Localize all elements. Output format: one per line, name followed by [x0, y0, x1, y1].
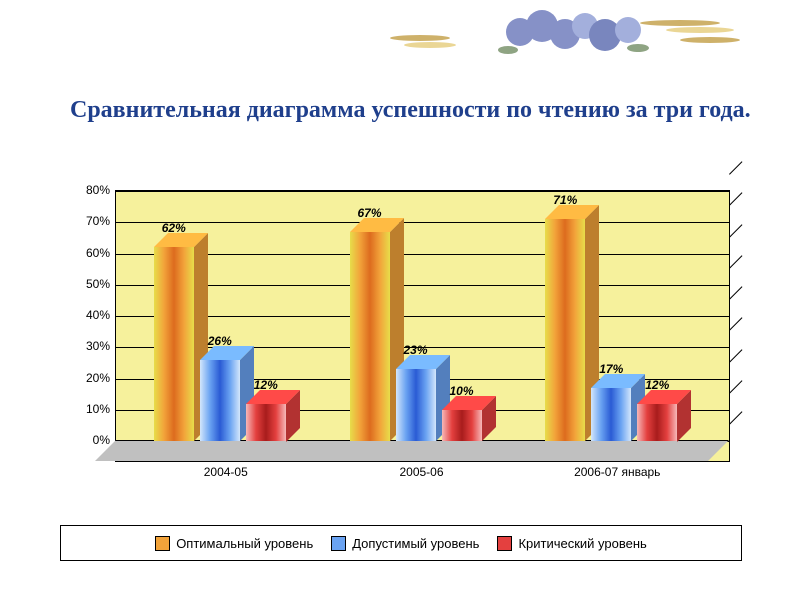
legend-item: Допустимый уровень — [331, 536, 479, 551]
legend-label: Оптимальный уровень — [176, 536, 313, 551]
flowers-wheat-art — [380, 0, 760, 70]
y-tick-label: 30% — [65, 339, 110, 353]
y-tick-label: 70% — [65, 214, 110, 228]
chart: 62%26%12%67%23%10%71%17%12% 2004-052005-… — [60, 180, 740, 510]
data-label: 12% — [645, 378, 669, 392]
data-label: 71% — [553, 193, 577, 207]
y-tick-label: 10% — [65, 402, 110, 416]
legend-swatch — [497, 536, 512, 551]
legend-item: Критический уровень — [497, 536, 646, 551]
bar: 67% — [350, 232, 390, 441]
data-label: 26% — [208, 334, 232, 348]
x-tick-label: 2006-07 январь — [574, 465, 660, 479]
data-label: 67% — [357, 206, 381, 220]
header-decoration — [0, 0, 800, 70]
gridline — [116, 191, 729, 192]
bar: 12% — [246, 404, 286, 442]
bar: 26% — [200, 360, 240, 441]
legend-swatch — [331, 536, 346, 551]
gridline — [116, 222, 729, 223]
y-tick-label: 80% — [65, 183, 110, 197]
data-label: 10% — [449, 384, 473, 398]
slide: Сравнительная диаграмма успешности по чт… — [0, 0, 800, 600]
legend-swatch — [155, 536, 170, 551]
data-label: 23% — [403, 343, 427, 357]
data-label: 17% — [599, 362, 623, 376]
chart-title: Сравнительная диаграмма успешности по чт… — [70, 95, 760, 125]
bar: 62% — [154, 247, 194, 441]
data-label: 12% — [254, 378, 278, 392]
legend-item: Оптимальный уровень — [155, 536, 313, 551]
y-tick-label: 20% — [65, 371, 110, 385]
legend-label: Критический уровень — [518, 536, 646, 551]
y-tick-label: 60% — [65, 246, 110, 260]
bar: 10% — [442, 410, 482, 441]
legend-label: Допустимый уровень — [352, 536, 479, 551]
bar: 17% — [591, 388, 631, 441]
chart-floor — [95, 440, 729, 461]
legend: Оптимальный уровень Допустимый уровень Кри… — [60, 525, 742, 561]
bar: 71% — [545, 219, 585, 441]
plot-area: 62%26%12%67%23%10%71%17%12% — [115, 190, 730, 462]
x-axis-labels: 2004-05 2005-06 2006-07 январь — [115, 465, 730, 483]
data-label: 62% — [162, 221, 186, 235]
y-tick-label: 40% — [65, 308, 110, 322]
bar: 12% — [637, 404, 677, 442]
bar: 23% — [396, 369, 436, 441]
x-tick-label: 2005-06 — [399, 465, 443, 479]
y-tick-label: 0% — [65, 433, 110, 447]
x-tick-label: 2004-05 — [204, 465, 248, 479]
y-tick-label: 50% — [65, 277, 110, 291]
